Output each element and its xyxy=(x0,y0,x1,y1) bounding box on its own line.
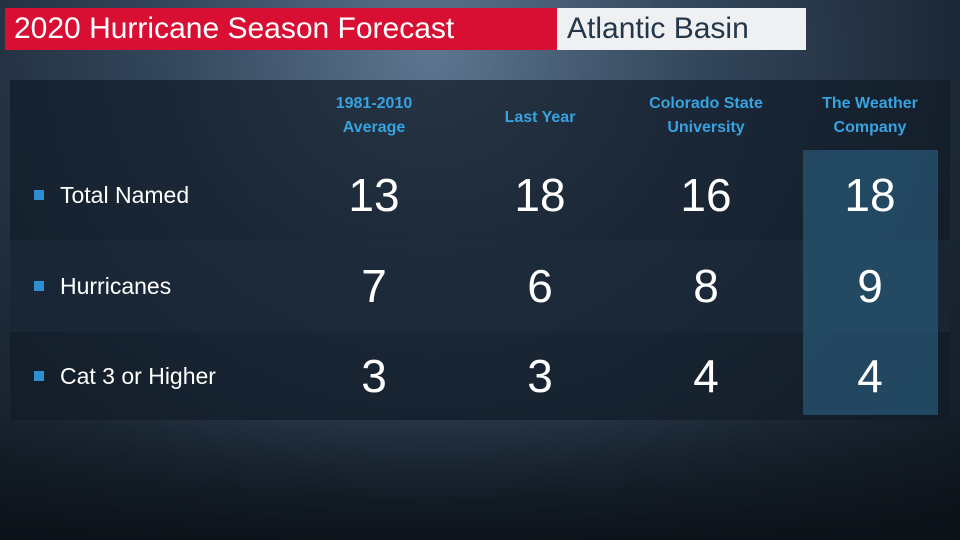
table-cell-value: 4 xyxy=(857,350,883,402)
table-cell-value: 6 xyxy=(527,260,553,312)
forecast-table: 1981-2010 Average Last Year Colorado State U… xyxy=(10,80,950,420)
column-header-line: University xyxy=(667,119,745,136)
bullet-icon xyxy=(34,281,44,291)
highlight-column xyxy=(803,150,938,415)
table-cell-value: 3 xyxy=(361,350,387,402)
title-main: 2020 Hurricane Season Forecast xyxy=(5,8,557,50)
table-cell-value: 18 xyxy=(844,169,896,221)
row-label-text: Total Named xyxy=(60,181,190,208)
bullet-icon xyxy=(34,190,44,200)
table-cell-value: 4 xyxy=(693,350,719,402)
column-header: The Weather Company xyxy=(790,92,950,140)
table-cell-value: 7 xyxy=(361,260,387,312)
column-header-line: Last Year xyxy=(504,109,576,126)
table-cell-value: 9 xyxy=(857,260,883,312)
row-label-text: Cat 3 or Higher xyxy=(60,362,216,389)
row-label-text: Hurricanes xyxy=(60,272,172,299)
bullet-icon xyxy=(34,371,44,381)
column-header-line: Average xyxy=(342,119,406,136)
column-header-line: The Weather xyxy=(822,95,918,112)
table-cell-value: 8 xyxy=(693,260,719,312)
row-label: Total Named xyxy=(34,150,189,240)
table-cell-value: 13 xyxy=(348,169,400,221)
table-row xyxy=(10,240,950,332)
title-bar: 2020 Hurricane Season Forecast Atlantic … xyxy=(5,8,806,50)
row-label: Cat 3 or Higher xyxy=(34,332,216,420)
column-header-line: 1981-2010 xyxy=(335,95,413,112)
column-header-line: Colorado State xyxy=(649,95,763,112)
table-cell-value: 3 xyxy=(527,350,553,402)
column-header: Colorado State University xyxy=(626,92,786,140)
column-header-line: Company xyxy=(833,119,907,136)
table-cell-value: 16 xyxy=(680,169,732,221)
title-sub: Atlantic Basin xyxy=(557,8,806,50)
table-cell-value: 18 xyxy=(514,169,566,221)
column-header: 1981-2010 Average xyxy=(294,92,454,140)
background-overlay xyxy=(0,410,960,540)
column-header: Last Year xyxy=(460,106,620,130)
row-label: Hurricanes xyxy=(34,240,171,332)
